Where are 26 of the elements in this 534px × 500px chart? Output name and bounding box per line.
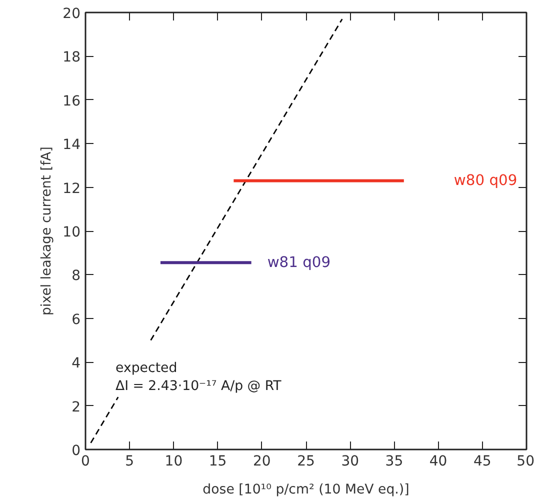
x-tick-label: 25 xyxy=(297,454,315,470)
text: w80 q09 xyxy=(454,172,518,190)
y-tick-label: 8 xyxy=(72,268,81,284)
y-tick-label: 18 xyxy=(62,50,81,66)
x-tick-label: 10 xyxy=(164,454,183,470)
y-tick-label: 6 xyxy=(72,312,81,328)
x-tick-label: 30 xyxy=(341,454,360,470)
x-tick-label: 45 xyxy=(473,454,492,470)
y-tick-label: 12 xyxy=(62,180,81,197)
x-tick-label: 5 xyxy=(125,454,134,470)
x-tick-label: 15 xyxy=(208,454,227,470)
x-tick-label: 35 xyxy=(385,454,404,470)
x-tick-label: 20 xyxy=(252,454,271,470)
y-tick-label: 16 xyxy=(62,93,81,110)
y-tick-label: 0 xyxy=(72,443,81,459)
annotation: expected ΔI = 2.43·10⁻¹⁷ A/p @ RT xyxy=(115,360,282,394)
y-tick-label: 10 xyxy=(62,224,81,240)
y-tick-label: 2 xyxy=(72,399,81,416)
y-axis-title: pixel leakage current [fA] xyxy=(40,146,55,316)
y-tick-label: 4 xyxy=(72,356,81,372)
x-tick-label: 40 xyxy=(429,454,448,470)
y-tick-label: 20 xyxy=(62,6,81,22)
y-tick-label: 14 xyxy=(62,137,81,154)
x-axis-title: dose [10¹⁰ p/cm² (10 MeV eq.)] xyxy=(202,482,410,498)
x-tick-label: 50 xyxy=(516,454,534,470)
series-label: w81 q09 xyxy=(267,254,331,272)
